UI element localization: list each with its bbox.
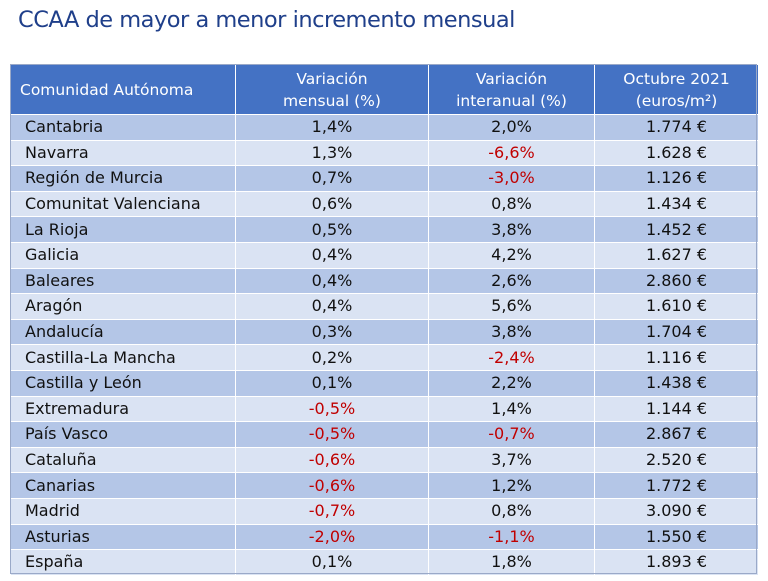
cell-yearly-variation: 3,8% (428, 216, 595, 243)
table-row: Extremadura -0,5% 1,4% 1.144 € (10, 395, 759, 423)
cell-region: Región de Murcia (10, 165, 236, 192)
cell-yearly-variation: 0,8% (428, 497, 595, 525)
cell-price: 1.774 € (594, 114, 759, 141)
cell-monthly-variation: 0,5% (235, 216, 429, 243)
cell-region: Canarias (10, 472, 236, 499)
cell-region: Aragón (10, 293, 236, 320)
cell-price: 1.610 € (594, 293, 759, 320)
cell-price: 1.704 € (594, 318, 759, 346)
table-row: La Rioja 0,5% 3,8% 1.452 € (10, 216, 759, 243)
table-row: Castilla-La Mancha 0,2% -2,4% 1.116 € (10, 344, 759, 371)
cell-monthly-variation: -0,5% (235, 395, 429, 423)
cell-region: Andalucía (10, 318, 236, 346)
cell-monthly-variation: -0,6% (235, 472, 429, 499)
ccaa-price-table: Comunidad Autónoma Variación mensual (%) … (10, 64, 759, 576)
cell-monthly-variation: -2,0% (235, 523, 429, 551)
cell-yearly-variation: 2,0% (428, 114, 595, 141)
cell-region: Baleares (10, 267, 236, 295)
cell-monthly-variation: 0,7% (235, 165, 429, 192)
cell-price: 1.452 € (594, 216, 759, 243)
cell-yearly-variation: 3,7% (428, 446, 595, 474)
header-yearly-variation: Variación interanual (%) (428, 64, 595, 115)
cell-price: 1.434 € (594, 190, 759, 218)
header-region: Comunidad Autónoma (10, 64, 236, 115)
header-price: Octubre 2021 (euros/m²) (594, 64, 759, 115)
cell-monthly-variation: 1,3% (235, 139, 429, 167)
cell-region: Galicia (10, 241, 236, 269)
table-row: Cantabria 1,4% 2,0% 1.774 € (10, 114, 759, 141)
cell-yearly-variation: 4,2% (428, 241, 595, 269)
cell-yearly-variation: -6,6% (428, 139, 595, 167)
cell-monthly-variation: -0,6% (235, 446, 429, 474)
cell-region: Madrid (10, 497, 236, 525)
cell-price: 1.550 € (594, 523, 759, 551)
cell-price: 1.772 € (594, 472, 759, 499)
table-row: Cataluña -0,6% 3,7% 2.520 € (10, 446, 759, 474)
cell-price: 1.438 € (594, 369, 759, 397)
cell-yearly-variation: 5,6% (428, 293, 595, 320)
table-body: Cantabria 1,4% 2,0% 1.774 € Navarra 1,3% -6,6%… (10, 114, 759, 576)
cell-monthly-variation: -0,7% (235, 497, 429, 525)
table-row: Aragón 0,4% 5,6% 1.610 € (10, 293, 759, 320)
cell-region: Cantabria (10, 114, 236, 141)
cell-region: Castilla y León (10, 369, 236, 397)
cell-yearly-variation: 1,8% (428, 549, 595, 576)
table-row: Galicia 0,4% 4,2% 1.627 € (10, 241, 759, 269)
cell-region: Cataluña (10, 446, 236, 474)
header-monthly-variation: Variación mensual (%) (235, 64, 429, 115)
table-row: Asturias -2,0% -1,1% 1.550 € (10, 523, 759, 551)
page-title: CCAA de mayor a menor incremento mensual (18, 7, 515, 33)
cell-region: La Rioja (10, 216, 236, 243)
cell-yearly-variation: -0,7% (428, 421, 595, 448)
cell-price: 1.893 € (594, 549, 759, 576)
table-row: Andalucía 0,3% 3,8% 1.704 € (10, 318, 759, 346)
cell-price: 2.867 € (594, 421, 759, 448)
cell-region: País Vasco (10, 421, 236, 448)
table-row: Baleares 0,4% 2,6% 2.860 € (10, 267, 759, 295)
cell-region: Asturias (10, 523, 236, 551)
cell-price: 1.116 € (594, 344, 759, 371)
cell-yearly-variation: 1,4% (428, 395, 595, 423)
cell-monthly-variation: 0,2% (235, 344, 429, 371)
cell-monthly-variation: 1,4% (235, 114, 429, 141)
cell-yearly-variation: -3,0% (428, 165, 595, 192)
table-row: Madrid -0,7% 0,8% 3.090 € (10, 497, 759, 525)
cell-yearly-variation: -2,4% (428, 344, 595, 371)
cell-price: 1.144 € (594, 395, 759, 423)
table-row: Región de Murcia 0,7% -3,0% 1.126 € (10, 165, 759, 192)
cell-price: 1.628 € (594, 139, 759, 167)
cell-region: Comunitat Valenciana (10, 190, 236, 218)
cell-monthly-variation: 0,4% (235, 241, 429, 269)
table-row: España 0,1% 1,8% 1.893 € (10, 549, 759, 576)
cell-region: España (10, 549, 236, 576)
cell-region: Navarra (10, 139, 236, 167)
cell-price: 2.860 € (594, 267, 759, 295)
table-header-row: Comunidad Autónoma Variación mensual (%) … (10, 64, 759, 115)
cell-yearly-variation: 1,2% (428, 472, 595, 499)
table-row: Navarra 1,3% -6,6% 1.628 € (10, 139, 759, 167)
table-row: Comunitat Valenciana 0,6% 0,8% 1.434 € (10, 190, 759, 218)
cell-monthly-variation: 0,6% (235, 190, 429, 218)
cell-yearly-variation: -1,1% (428, 523, 595, 551)
cell-monthly-variation: 0,1% (235, 549, 429, 576)
cell-monthly-variation: 0,3% (235, 318, 429, 346)
cell-price: 2.520 € (594, 446, 759, 474)
cell-monthly-variation: 0,4% (235, 267, 429, 295)
cell-yearly-variation: 3,8% (428, 318, 595, 346)
cell-price: 1.627 € (594, 241, 759, 269)
cell-price: 1.126 € (594, 165, 759, 192)
cell-yearly-variation: 2,2% (428, 369, 595, 397)
cell-monthly-variation: 0,1% (235, 369, 429, 397)
cell-region: Extremadura (10, 395, 236, 423)
table-row: Canarias -0,6% 1,2% 1.772 € (10, 472, 759, 499)
cell-region: Castilla-La Mancha (10, 344, 236, 371)
cell-monthly-variation: -0,5% (235, 421, 429, 448)
cell-price: 3.090 € (594, 497, 759, 525)
cell-yearly-variation: 0,8% (428, 190, 595, 218)
cell-monthly-variation: 0,4% (235, 293, 429, 320)
cell-yearly-variation: 2,6% (428, 267, 595, 295)
table-row: País Vasco -0,5% -0,7% 2.867 € (10, 421, 759, 448)
table-row: Castilla y León 0,1% 2,2% 1.438 € (10, 369, 759, 397)
